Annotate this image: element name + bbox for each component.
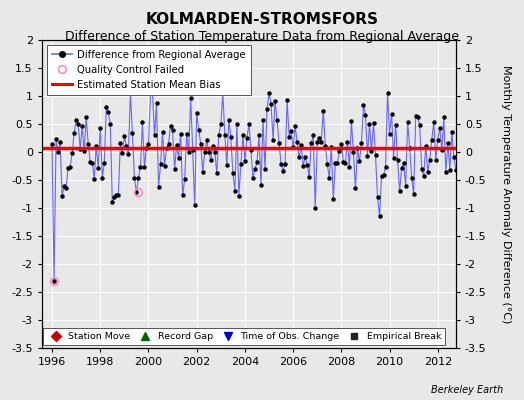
Y-axis label: Monthly Temperature Anomaly Difference (°C): Monthly Temperature Anomaly Difference (…	[500, 65, 510, 323]
Legend: Station Move, Record Gap, Time of Obs. Change, Empirical Break: Station Move, Record Gap, Time of Obs. C…	[42, 328, 445, 345]
Text: Difference of Station Temperature Data from Regional Average: Difference of Station Temperature Data f…	[65, 30, 459, 43]
Text: KOLMARDEN-STROMSFORS: KOLMARDEN-STROMSFORS	[146, 12, 378, 27]
Text: Berkeley Earth: Berkeley Earth	[431, 385, 503, 395]
